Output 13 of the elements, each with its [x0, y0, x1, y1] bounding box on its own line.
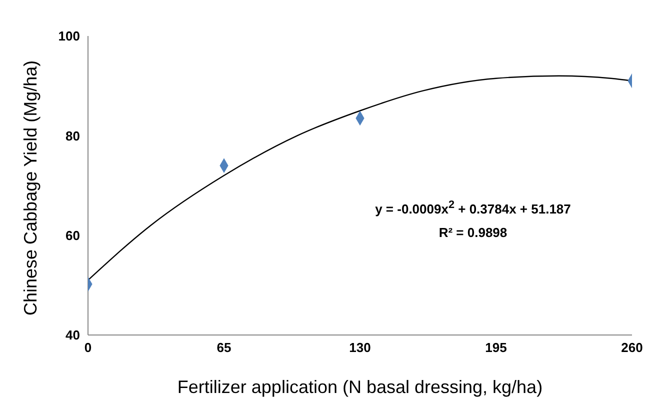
y-tick-label: 60 [66, 228, 80, 243]
x-tick-label: 195 [485, 340, 507, 356]
y-tick-label: 40 [66, 328, 80, 343]
x-tick-label: 65 [216, 340, 232, 356]
x-tick-label: 260 [621, 340, 643, 356]
x-tick-label: 0 [84, 340, 92, 356]
annotation: R² = 0.9898 [438, 224, 508, 242]
y-tick-label: 100 [58, 28, 80, 44]
x-axis-title: Fertilizer application (N basal dressing, kg/ha) [177, 377, 543, 397]
y-axis-title: Chinese Cabbage Yield (Mg/ha) [20, 60, 40, 316]
y-tick-label: 80 [66, 128, 80, 144]
annotation: y = -0.0009x$^{2}$ + 0.3784x + 51.187 [374, 198, 572, 218]
x-tick-label: 130 [349, 340, 371, 356]
